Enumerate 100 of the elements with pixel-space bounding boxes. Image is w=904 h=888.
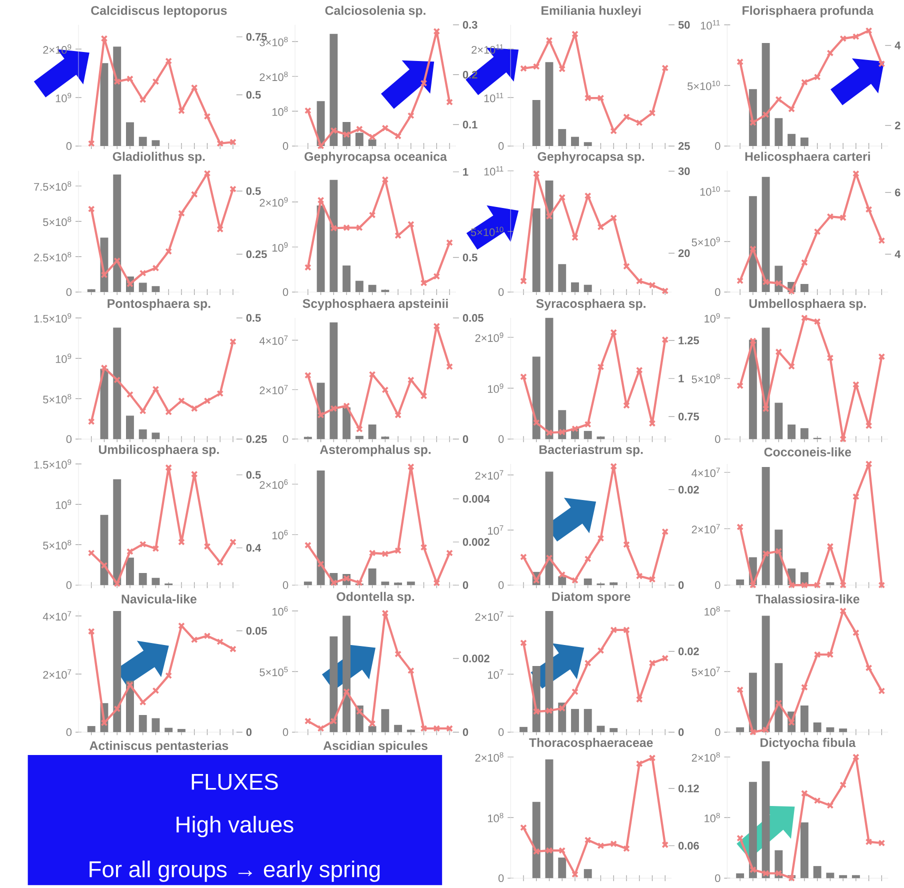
y-tick-label: 0 xyxy=(498,435,504,443)
y2-tick-label: 1 xyxy=(678,374,684,382)
y-tick-label: 10$^{9}$ xyxy=(56,354,72,363)
y2-tick-label: 0.002 xyxy=(462,654,490,662)
y-tick-label: 1.5×10$^{9}$ xyxy=(34,313,72,323)
y-tick-label: 10$^{9}$ xyxy=(272,242,288,252)
y2-tick-label: 4 xyxy=(894,42,901,50)
y2-tick-label: 50 xyxy=(678,20,690,29)
y2-tick-label: 0.02 xyxy=(678,486,699,494)
y-tick-label: 0 xyxy=(715,728,720,736)
y2-tick-label: 0 xyxy=(678,728,684,736)
y-tick-label: 2×10$^{9}$ xyxy=(43,44,72,54)
y-tick-label: 10$^{11}$ xyxy=(484,166,504,176)
y2-tick-label: 0 xyxy=(462,581,468,589)
y-tick-label: 2×10$^{8}$ xyxy=(692,752,720,762)
y-tick-label: 2×10$^{7}$ xyxy=(43,669,72,679)
y2-tick-label: 6 xyxy=(895,188,900,196)
y2-tick-label: 0.002 xyxy=(462,538,490,546)
y-tick-label: 0 xyxy=(498,581,504,589)
y2-tick-label: 20 xyxy=(678,249,690,258)
y-tick-label: 5×10$^{10}$ xyxy=(688,80,720,90)
y-tick-label: 5×10$^{8}$ xyxy=(43,540,72,550)
y-tick-label: 1.5×10$^{9}$ xyxy=(34,459,72,469)
y-tick-label: 2×10$^{8}$ xyxy=(475,752,504,762)
y2-tick-label: 0.05 xyxy=(462,314,484,322)
y-tick-label: 10$^{7}$ xyxy=(488,525,504,535)
chart-title: Cocconeis-like xyxy=(764,447,852,456)
chart-title: Umbellosphaera sp. xyxy=(749,298,866,310)
chart-title: Emiliania huxleyi xyxy=(542,6,641,18)
y-tick-label: 2×10$^{7}$ xyxy=(260,384,288,394)
y2-tick-label: 0.25 xyxy=(246,435,267,443)
text: Actiniscus pentasterias xyxy=(90,740,228,752)
y-tick-label: 10$^{7}$ xyxy=(488,670,504,679)
y-tick-label: 0 xyxy=(282,581,288,589)
text: For all groups → early spring xyxy=(90,860,380,882)
y2-tick-label: 0 xyxy=(246,728,252,736)
y-tick-label: 0 xyxy=(715,435,720,443)
y-tick-label: 0 xyxy=(66,288,72,296)
y-tick-label: 0 xyxy=(282,142,288,150)
text: Ascidian spicules xyxy=(323,740,428,752)
y-tick-label: 5×10$^{5}$ xyxy=(260,666,288,676)
y2-tick-label: 0.5 xyxy=(246,187,261,195)
y-tick-label: 0 xyxy=(66,142,72,150)
y-tick-label: 0 xyxy=(715,142,720,150)
y-tick-label: 10$^{8}$ xyxy=(488,812,504,822)
y2-tick-label: 0.12 xyxy=(678,784,699,792)
y2-tick-label: 0.5 xyxy=(246,90,261,99)
y-tick-label: 4×10$^{7}$ xyxy=(259,335,288,345)
y-tick-label: 0 xyxy=(498,288,504,296)
chart-title: Bacteriastrum sp. xyxy=(539,444,643,456)
y2-tick-label: 0.75 xyxy=(678,412,700,420)
y2-tick-label: 1.25 xyxy=(678,336,700,344)
y2-tick-label: 0.5 xyxy=(246,471,261,479)
chart-title: Umbilicosphaera sp. xyxy=(98,444,219,456)
chart-title: Calcidiscus leptoporus xyxy=(91,6,227,18)
chart-title: Asteromphalus sp. xyxy=(320,444,431,456)
y-tick-label: 0 xyxy=(282,288,288,296)
y-tick-label: 5×10$^{8}$ xyxy=(692,374,720,384)
y2-tick-label: 0.02 xyxy=(678,647,699,656)
y2-tick-label: 0.1 xyxy=(462,120,478,128)
y-tick-label: 10$^{10}$ xyxy=(700,186,720,196)
y2-tick-label: 0.3 xyxy=(462,20,478,29)
y2-tick-label: 0.25 xyxy=(246,250,267,258)
y2-tick-label: 2 xyxy=(894,122,900,130)
chart-title: Odontella sp. xyxy=(336,592,414,604)
y2-tick-label: 0.004 xyxy=(462,495,490,503)
y2-tick-label: 0.5 xyxy=(462,254,478,262)
y-tick-label: 10$^{11}$ xyxy=(700,20,720,30)
y2-tick-label: 0.5 xyxy=(246,314,261,322)
y-tick-label: 0 xyxy=(498,874,504,882)
chart-title: Navicula-like xyxy=(122,594,196,604)
chart-title: Diatom spore xyxy=(552,592,630,604)
y2-tick-label: 0.4 xyxy=(246,544,262,552)
y-tick-label: 4×10$^{7}$ xyxy=(42,611,72,621)
y-tick-label: 0 xyxy=(282,728,288,736)
text: High values xyxy=(176,816,294,838)
y-tick-label: 10$^{8}$ xyxy=(704,812,720,822)
y-tick-label: 10$^{8}$ xyxy=(272,106,288,116)
y-tick-label: 0 xyxy=(66,728,72,736)
y2-tick-label: 0 xyxy=(462,435,468,443)
y-tick-label: 4×10$^{7}$ xyxy=(692,468,720,478)
chart-title: Gephyrocapsa sp. xyxy=(538,152,644,164)
chart-title: Calciosolenia sp. xyxy=(325,6,426,18)
y-tick-label: 10$^{6}$ xyxy=(272,530,288,540)
y-tick-label: 2×10$^{7}$ xyxy=(475,470,504,480)
y-tick-label: 0 xyxy=(66,581,72,589)
y2-tick-label: 1 xyxy=(463,168,468,176)
y-tick-label: 5×10$^{7}$ xyxy=(692,666,720,676)
chart-title: Thoracosphaeraceae xyxy=(529,738,653,750)
chart-title: Helicosphaera carteri xyxy=(745,152,870,164)
y-tick-label: 0 xyxy=(715,581,720,589)
chart-title: Scyphosphaera apsteinii xyxy=(302,298,448,310)
chart-title: Florisphaera profunda xyxy=(742,6,874,18)
y-tick-label: 0 xyxy=(66,435,72,443)
y-tick-label: 10$^{11}$ xyxy=(484,92,504,102)
y2-tick-label: 0 xyxy=(678,581,684,589)
y2-tick-label: 4 xyxy=(894,250,901,258)
y-tick-label: 5×10$^{10}$ xyxy=(470,226,504,236)
y-tick-label: 5×10$^{8}$ xyxy=(43,216,72,226)
y-tick-label: 0 xyxy=(282,435,288,443)
